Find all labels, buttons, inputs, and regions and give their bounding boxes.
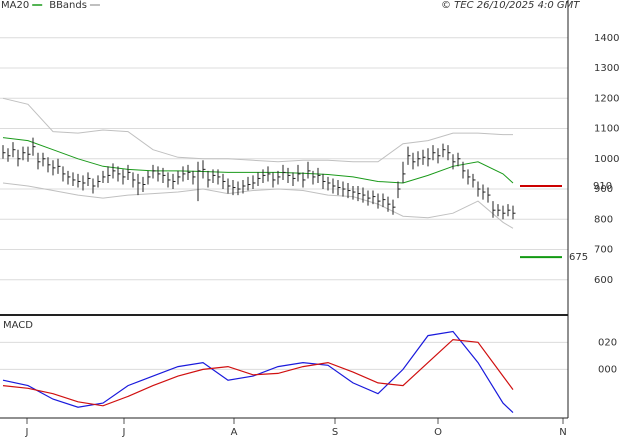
copyright: © TEC 26/10/2025 4:0 GMT [441, 0, 580, 11]
x-tick-label: S [332, 427, 338, 438]
legend-label: BBands [49, 0, 87, 11]
y-tick-label: 1400 [594, 33, 619, 44]
x-tick-label: J [25, 427, 29, 438]
indicator-line [2, 137, 514, 184]
x-tick-label: N [559, 427, 566, 438]
level-label: 910 [593, 181, 612, 192]
panel-title: MACD [3, 320, 33, 331]
indicator-line [2, 182, 514, 229]
legend-label: MA20 [1, 0, 29, 11]
macd-line [2, 330, 514, 414]
level-label: 675 [569, 252, 588, 263]
indicator-line [2, 97, 513, 163]
y-tick-label: 1000 [594, 154, 619, 165]
y-tick-label: 1100 [594, 124, 619, 135]
y-tick-label: 900 [594, 184, 613, 195]
y-tick-label: 1300 [594, 63, 619, 74]
y-tick-label: 800 [594, 214, 613, 225]
y-tick-label: 600 [594, 275, 613, 286]
y-tick-label: 000 [598, 364, 617, 375]
x-tick-label: A [231, 427, 238, 438]
x-tick-label: J [122, 427, 126, 438]
y-tick-label: 700 [594, 245, 613, 256]
y-tick-label: 1200 [594, 93, 619, 104]
y-tick-label: 020 [598, 337, 617, 348]
macd-line [2, 338, 514, 407]
x-tick-label: O [434, 427, 442, 438]
